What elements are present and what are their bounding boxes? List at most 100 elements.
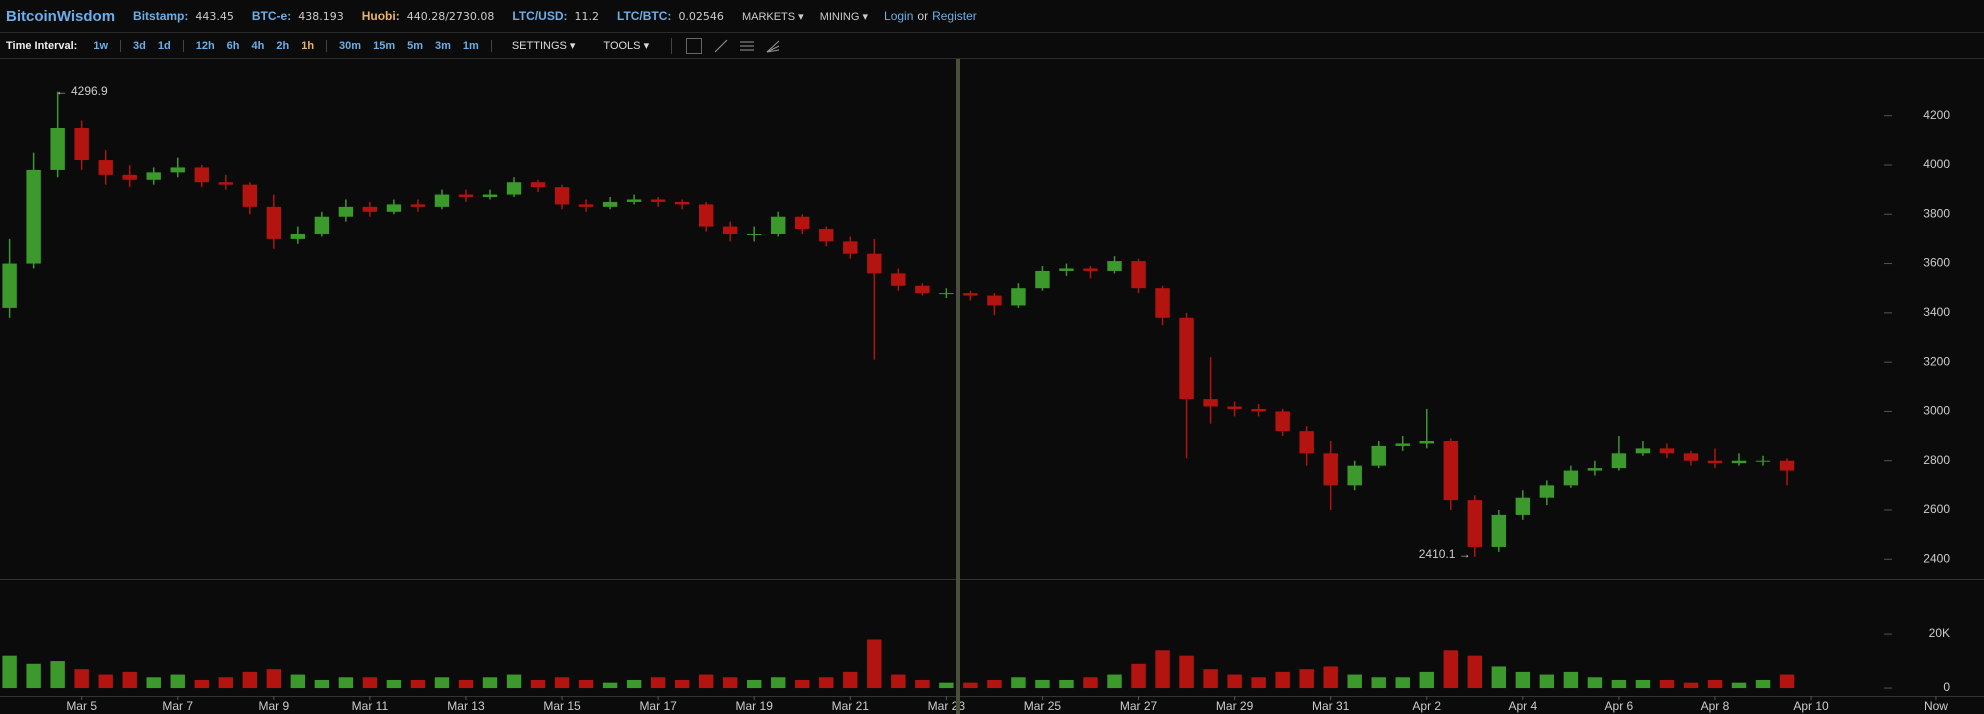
candle-body xyxy=(506,182,522,195)
interval[interactable]: 2h xyxy=(276,39,290,52)
x-tick-label: Mar 19 xyxy=(736,699,774,713)
candle-body xyxy=(650,199,666,202)
volume-bar xyxy=(939,682,954,689)
volume-bar xyxy=(194,679,209,689)
candle-body xyxy=(122,174,137,180)
interval-group: 12h 6h 4h 2h 1h xyxy=(190,39,328,52)
candle-body xyxy=(1299,431,1314,454)
x-tick-label: Mar 29 xyxy=(1216,699,1254,713)
volume-bar xyxy=(458,679,474,689)
candle-body xyxy=(1635,448,1651,454)
candle-body xyxy=(2,263,17,308)
volume-bar xyxy=(867,639,882,689)
candle-body xyxy=(1779,460,1795,471)
hline-tool[interactable] xyxy=(740,39,755,53)
interval[interactable]: 12h xyxy=(195,39,215,52)
crosshair-tool[interactable] xyxy=(686,37,703,54)
x-tick-label: Mar 9 xyxy=(258,699,289,713)
register-link[interactable]: Register xyxy=(932,9,977,23)
x-tick-label: Mar 17 xyxy=(639,699,677,713)
interval[interactable]: 5m xyxy=(407,39,424,52)
volume-bar xyxy=(1131,663,1146,689)
candle-body xyxy=(843,241,858,254)
volume-bar xyxy=(1155,650,1170,689)
candle-body xyxy=(50,128,65,170)
interval[interactable]: 1h xyxy=(301,39,315,52)
x-tick-label: Apr 2 xyxy=(1412,699,1441,713)
y2-tick-label: 0 xyxy=(1943,680,1950,694)
candle-body xyxy=(362,206,378,212)
y-tick-label: 2400 xyxy=(1923,551,1950,565)
volume-bar xyxy=(674,679,690,689)
candle-body xyxy=(1587,468,1603,471)
candle-body xyxy=(290,233,306,239)
interval[interactable]: 15m xyxy=(373,39,396,52)
fan-tool[interactable] xyxy=(766,39,780,53)
candle-body xyxy=(26,169,41,264)
candle-body xyxy=(1011,288,1026,306)
volume-bar xyxy=(843,671,858,689)
interval[interactable]: 4h xyxy=(251,39,265,52)
candle-body xyxy=(602,201,618,207)
ticker-label: Huobi: xyxy=(361,9,400,23)
ticker-label: BTC-e: xyxy=(251,9,292,23)
interval[interactable]: 3d xyxy=(133,39,146,52)
volume-bar xyxy=(482,677,498,689)
candle-body xyxy=(1683,453,1699,461)
candle-body xyxy=(722,226,738,234)
volume-bar xyxy=(1035,679,1050,689)
y-tick-label: 4000 xyxy=(1923,157,1950,171)
volume-bar xyxy=(1491,666,1507,689)
x-tick-label: Mar 13 xyxy=(447,699,485,713)
volume-bar xyxy=(554,677,570,689)
interval[interactable]: 1w xyxy=(93,39,109,52)
high-label: ← 4296.9 xyxy=(56,84,108,98)
volume-bar xyxy=(218,677,233,689)
header: BitcoinWisdom Bitstamp: 443.45 BTC-e: 438.… xyxy=(0,0,1984,33)
candle-body xyxy=(747,233,762,235)
settings-menu[interactable]: SETTINGS xyxy=(512,39,576,52)
x-tick-label: Mar 15 xyxy=(543,699,581,713)
line-tool[interactable] xyxy=(714,39,728,53)
brand[interactable]: BitcoinWisdom xyxy=(6,7,116,25)
candle-body xyxy=(1275,411,1290,432)
candle-body xyxy=(578,204,594,207)
volume-bar xyxy=(410,679,426,689)
volume-bar xyxy=(74,669,89,689)
interval[interactable]: 30m xyxy=(339,39,362,52)
interval[interactable]: 1d xyxy=(157,39,171,52)
candle-body xyxy=(1251,408,1266,412)
volume-bar xyxy=(1395,677,1410,689)
x-tick-label: Now xyxy=(1924,699,1948,713)
candle-body xyxy=(1083,268,1098,271)
candle-body xyxy=(1395,443,1410,446)
volume-bar xyxy=(386,679,402,689)
x-tick-label: Mar 27 xyxy=(1120,699,1158,713)
candle-body xyxy=(1179,317,1194,400)
volume-bar xyxy=(122,671,137,689)
ticker-price: 11.2 xyxy=(574,9,600,23)
volume-bar xyxy=(1251,677,1266,689)
menu[interactable]: MINING xyxy=(820,10,868,23)
interval[interactable]: 1m xyxy=(462,39,479,52)
x-tick-label: Mar 5 xyxy=(66,699,97,713)
volume-bar xyxy=(1731,682,1747,689)
candle-body xyxy=(1731,460,1747,464)
x-tick-label: Apr 6 xyxy=(1605,699,1634,713)
volume-bar xyxy=(1755,679,1771,689)
candle-body xyxy=(266,206,282,239)
login-link[interactable]: Login xyxy=(884,9,914,23)
candle-body xyxy=(987,295,1002,306)
volume-bar xyxy=(1587,677,1603,689)
toolbar: Time Interval: 1w 3d 1d 12h 6h 4h 2h 1h 30m 15m 5m… xyxy=(0,33,1984,59)
x-tick-label: Mar 7 xyxy=(162,699,193,713)
x-tick-label: Mar 31 xyxy=(1312,699,1350,713)
volume-bar xyxy=(915,679,930,689)
volume-bar xyxy=(1059,679,1074,689)
interval[interactable]: 6h xyxy=(226,39,240,52)
volume-bar xyxy=(314,679,330,689)
menu[interactable]: MARKETS xyxy=(742,10,804,23)
volume-bar xyxy=(290,674,306,689)
interval[interactable]: 3m xyxy=(435,39,451,52)
tools-menu[interactable]: TOOLS xyxy=(603,39,649,52)
